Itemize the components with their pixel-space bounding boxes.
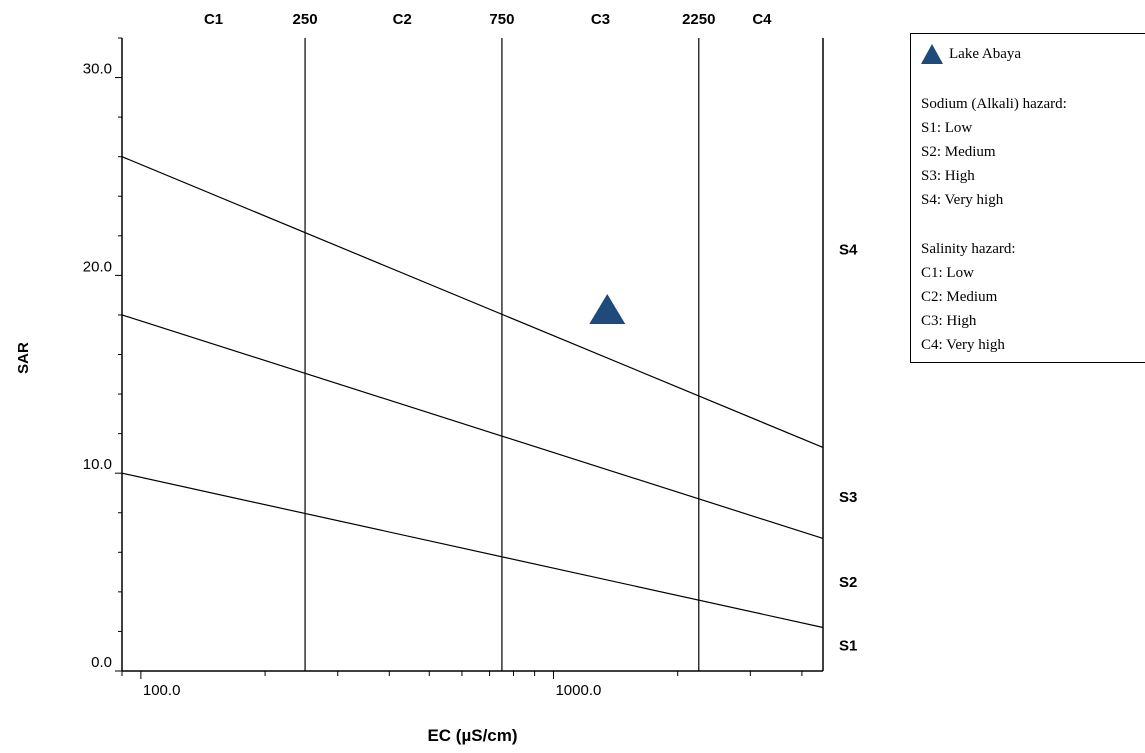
x-tick-label: 100.0	[143, 682, 181, 699]
legend-sodium-title: Sodium (Alkali) hazard:	[921, 96, 1067, 112]
salinity-class-label: C4	[752, 11, 772, 28]
legend-salinity-item: C1: Low	[921, 265, 974, 281]
sodium-class-label: S2	[839, 574, 857, 591]
y-tick-label: 0.0	[91, 654, 112, 671]
triangle-marker-icon	[921, 44, 943, 64]
legend-series-lake-abaya: Lake Abaya	[921, 42, 1021, 66]
legend-sodium-item: S4: Very high	[921, 192, 1004, 208]
legend-series-label: Lake Abaya	[949, 46, 1022, 62]
sodium-class-label: S4	[839, 242, 858, 259]
salinity-boundary-label: 250	[293, 11, 318, 28]
legend-salinity-block: Salinity hazard: C1: Low C2: Medium C3: …	[921, 237, 1016, 357]
sodium-hazard-line	[121, 314, 824, 540]
salinity-boundary-label: 750	[489, 11, 514, 28]
y-tick-label: 30.0	[83, 61, 112, 78]
salinity-boundary-label: 2250	[682, 11, 715, 28]
y-tick-label: 20.0	[83, 258, 112, 275]
salinity-class-label: C1	[204, 11, 223, 28]
salinity-class-label: C3	[591, 11, 610, 28]
sodium-hazard-line	[121, 472, 824, 629]
y-tick-label: 10.0	[83, 456, 112, 473]
legend-salinity-item: C3: High	[921, 313, 977, 329]
sodium-hazard-line	[121, 156, 824, 449]
legend-box: Lake Abaya Sodium (Alkali) hazard: S1: L…	[910, 33, 1145, 363]
y-axis-title: SAR	[15, 342, 32, 374]
legend-sodium-item: S2: Medium	[921, 144, 996, 160]
sodium-class-label: S3	[839, 489, 857, 506]
x-tick-label: 1000.0	[555, 682, 601, 699]
legend-salinity-title: Salinity hazard:	[921, 241, 1016, 257]
sodium-class-label: S1	[839, 637, 857, 654]
legend-sodium-block: Sodium (Alkali) hazard: S1: Low S2: Medi…	[921, 92, 1067, 212]
data-point-triangle	[589, 294, 626, 325]
legend-sodium-item: S3: High	[921, 168, 975, 184]
legend-sodium-item: S1: Low	[921, 120, 973, 136]
salinity-class-label: C2	[393, 11, 412, 28]
legend-salinity-item: C4: Very high	[921, 337, 1005, 353]
legend-salinity-item: C2: Medium	[921, 289, 998, 305]
x-axis-title: EC (µS/cm)	[427, 726, 517, 745]
